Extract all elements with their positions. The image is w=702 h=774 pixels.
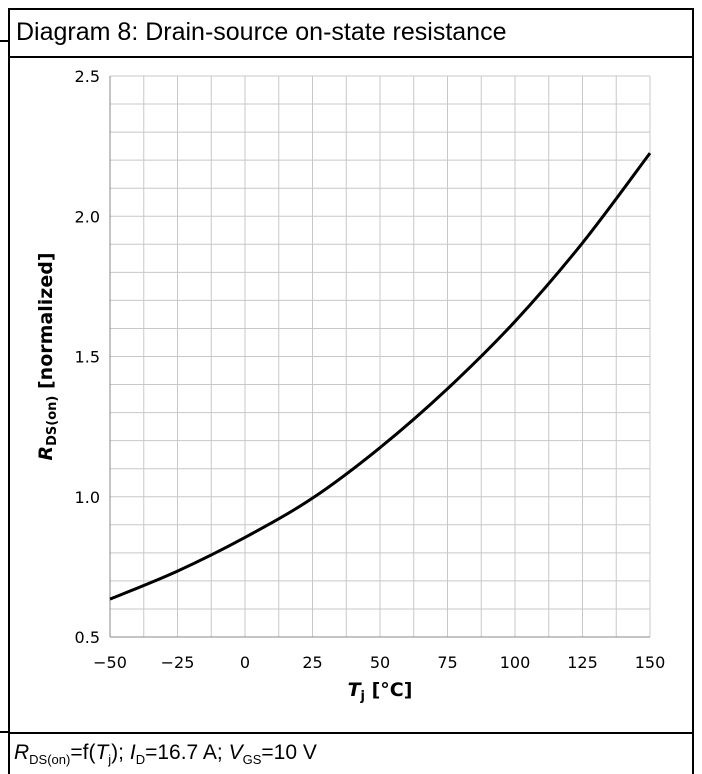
caption-r-symbol: R — [14, 741, 29, 764]
caption-vgs-value: =10 V — [261, 741, 316, 764]
y-axis-label: RDS(on) [normalized] — [35, 253, 60, 461]
caption-id-sub: D — [136, 752, 145, 767]
caption-eq: =f( — [70, 741, 95, 764]
x-tick-label: 125 — [567, 653, 598, 672]
y-tick-label: 2.5 — [75, 67, 100, 86]
x-tick-label: 100 — [500, 653, 531, 672]
caption-tj-symbol: T — [95, 741, 108, 764]
caption-bar: RDS(on)=f(Tj); ID=16.7 A; VGS=10 V — [8, 732, 694, 774]
x-tick-label: 150 — [635, 653, 666, 672]
y-tick-label: 1.0 — [75, 488, 100, 507]
caption: RDS(on)=f(Tj); ID=16.7 A; VGS=10 V — [14, 741, 317, 767]
x-tick-label: 75 — [437, 653, 457, 672]
left-divider-bottom — [0, 731, 8, 733]
y-tick-label: 0.5 — [75, 628, 100, 647]
grid-lines — [110, 76, 650, 637]
y-tick-label: 2.0 — [75, 207, 100, 226]
x-tick-label: 0 — [240, 653, 250, 672]
caption-after-tj: ); — [111, 741, 130, 764]
caption-vgs-symbol: V — [229, 741, 243, 764]
y-tick-label: 1.5 — [75, 348, 100, 367]
x-tick-label: −50 — [93, 653, 127, 672]
caption-vgs-sub: GS — [243, 752, 262, 767]
x-tick-label: 50 — [370, 653, 390, 672]
chart-area: −50 −25 0 25 50 75 100 125 150 0.5 1.0 1.5 2.0 2.5 Tj… — [0, 0, 702, 730]
x-tick-label: −25 — [161, 653, 195, 672]
caption-r-sub: DS(on) — [29, 752, 70, 767]
caption-id-value: =16.7 A; — [145, 741, 229, 764]
x-tick-label: 25 — [302, 653, 322, 672]
x-axis-label: Tj [°C] — [348, 679, 413, 704]
